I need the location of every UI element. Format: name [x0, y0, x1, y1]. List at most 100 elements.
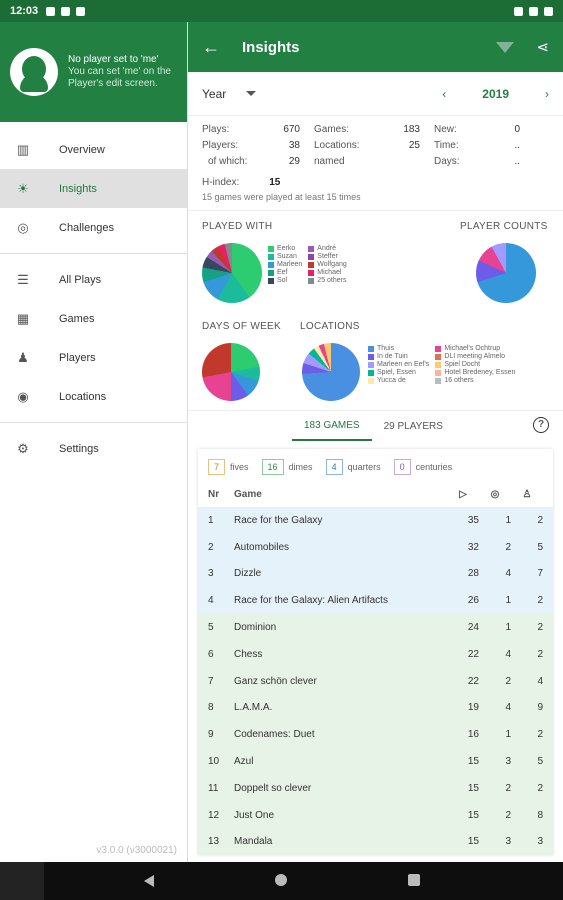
row-game: Ganz schön clever — [234, 675, 317, 687]
app-bar: ← Insights ⋖ — [188, 22, 563, 72]
nav-item-games[interactable]: ▦ Games — [0, 299, 187, 338]
nav-item-locations[interactable]: ◉ Locations — [0, 377, 187, 416]
nav-item-all-plays[interactable]: ☰ All Plays — [0, 260, 187, 299]
table-header: Nr Game ▷ ◎ ♙ — [198, 481, 553, 507]
help-icon[interactable]: ? — [533, 417, 549, 433]
gear-icon — [46, 6, 56, 16]
nav-item-players[interactable]: ♟ Players — [0, 338, 187, 377]
legend-label: 16 others — [444, 377, 474, 384]
back-icon[interactable] — [144, 875, 154, 887]
share-icon[interactable]: ⋖ — [536, 39, 549, 56]
legend-swatch — [435, 353, 442, 360]
avatar[interactable] — [10, 48, 58, 96]
filter-icon[interactable] — [496, 42, 515, 53]
table-row[interactable]: 4 Race for the Galaxy: Alien Artifacts 26 1… — [198, 587, 553, 615]
played-with-legend: Eerko André Suzan Steffer Marleen Wolfgang Eef… — [268, 245, 347, 284]
row-locations: 1 — [505, 729, 511, 741]
chevron-right-icon[interactable]: › — [545, 86, 549, 101]
table-row[interactable]: 6 Chess 22 4 2 — [198, 640, 553, 668]
table-row[interactable]: 2 Automobiles 32 2 5 — [198, 533, 553, 561]
row-locations: 1 — [505, 622, 511, 634]
row-plays: 35 — [467, 514, 479, 526]
table-row[interactable]: 13 Mandala 15 3 3 — [198, 828, 553, 856]
legend-swatch — [368, 353, 374, 360]
legend-swatch — [435, 345, 442, 352]
home-icon[interactable] — [275, 874, 287, 886]
insights-content: Year ‹ 2019 › Plays: 670 Games: 183 New: 0 … — [188, 72, 563, 862]
legend-item: In de Tuin — [368, 353, 429, 360]
plays-icon[interactable]: ▷ — [459, 488, 467, 500]
tab-bar: 183 GAMES 29 PLAYERS ? — [188, 411, 563, 441]
period-row: Year ‹ 2019 › — [188, 72, 563, 116]
stat-label: Days: — [434, 156, 460, 167]
row-locations: 1 — [505, 514, 511, 526]
row-players: 4 — [537, 675, 543, 687]
table-row[interactable]: 7 Ganz schön clever 22 2 4 — [198, 667, 553, 695]
legend-swatch — [308, 277, 315, 284]
locations-legend: Thuis Michael's Ochtrup In de Tuin DLI meet… — [368, 345, 515, 384]
table-row[interactable]: 10 Azul 15 3 5 — [198, 748, 553, 775]
legend-label: Sol — [277, 277, 288, 284]
legend-item: Yucca de — [368, 377, 429, 384]
nav-item-challenges[interactable]: ◎ Challenges — [0, 208, 187, 247]
legend-item: Michael — [308, 269, 346, 276]
table-row[interactable]: 8 L.A.M.A. 19 4 9 — [198, 694, 553, 722]
tab-games[interactable]: 183 GAMES — [292, 412, 372, 441]
legend-swatch — [268, 253, 274, 260]
nav-label: Settings — [59, 442, 99, 455]
row-locations: 2 — [505, 782, 511, 794]
year-label: 2019 — [482, 86, 509, 101]
table-row[interactable]: 5 Dominion 24 1 2 — [198, 614, 553, 641]
drawer-head-title: No player set to 'me' — [68, 54, 159, 65]
row-plays: 15 — [467, 756, 479, 768]
header-nr: Nr — [208, 488, 220, 500]
days-of-week-pie[interactable] — [202, 343, 260, 401]
table-row[interactable]: 3 Dizzle 28 4 7 — [198, 560, 553, 588]
chevron-left-icon[interactable]: ‹ — [442, 86, 447, 101]
row-game: Mandala — [234, 836, 273, 848]
player-counts-pie[interactable] — [476, 243, 536, 303]
legend-swatch — [308, 261, 315, 268]
legend-label: Eerko — [277, 245, 296, 252]
table-row[interactable]: 12 Just One 15 2 8 — [198, 801, 553, 829]
row-players: 7 — [537, 568, 543, 580]
row-plays: 26 — [467, 595, 479, 607]
recents-icon[interactable] — [408, 874, 420, 886]
locations-title: LOCATIONS — [300, 321, 360, 332]
fives-count: 7 — [208, 459, 226, 475]
row-nr: 3 — [208, 568, 214, 580]
battery-icon — [544, 6, 553, 16]
legend-item: Eef — [268, 269, 302, 276]
row-players: 5 — [537, 756, 543, 768]
quarters-count: 4 — [325, 459, 343, 475]
legend-label: Marleen — [277, 261, 303, 268]
stat-value: 29 — [288, 156, 300, 167]
legend-item: Wolfgang — [308, 261, 347, 268]
legend-swatch — [308, 253, 315, 260]
legend-swatch — [435, 377, 442, 384]
signal-icon — [529, 6, 538, 16]
players-column-icon[interactable]: ♙ — [522, 488, 532, 500]
games-table: 1 Race for the Galaxy 35 1 2 2 Automobiles 32 2 5… — [198, 507, 553, 856]
nav-item-overview[interactable]: ▥ Overview — [0, 130, 187, 169]
locations-pie[interactable] — [302, 343, 360, 401]
table-row[interactable]: 9 Codenames: Duet 16 1 2 — [198, 721, 553, 749]
person-icon: ♟ — [17, 349, 29, 365]
tab-players[interactable]: 29 PLAYERS — [383, 420, 443, 432]
nav-item-settings[interactable]: ⚙ Settings — [0, 429, 187, 468]
played-with-pie[interactable] — [202, 243, 262, 303]
table-row[interactable]: 1 Race for the Galaxy 35 1 2 — [198, 507, 553, 534]
locations-column-icon[interactable]: ◎ — [490, 488, 500, 500]
nav-item-insights[interactable]: ☀ Insights — [0, 169, 187, 208]
row-plays: 32 — [467, 541, 479, 553]
dimes-label: dimes — [288, 462, 313, 472]
period-label: Year — [202, 86, 227, 101]
back-arrow-icon[interactable]: ← — [202, 36, 220, 57]
period-select[interactable]: Year — [202, 87, 292, 101]
row-nr: 6 — [208, 648, 214, 660]
dimes-count: 16 — [261, 459, 284, 475]
table-row[interactable]: 11 Doppelt so clever 15 2 2 — [198, 774, 553, 802]
nav-label: Challenges — [59, 221, 115, 234]
hindex-label: H-index: — [202, 177, 240, 188]
notification-icon — [61, 6, 71, 16]
